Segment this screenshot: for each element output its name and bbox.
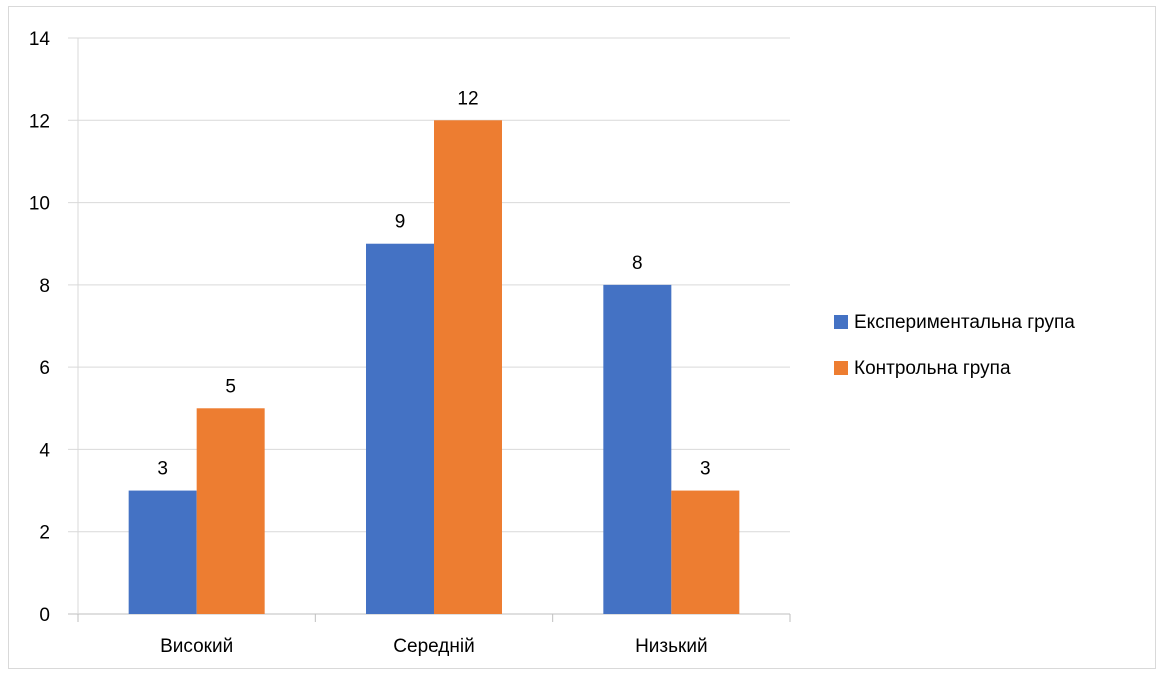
bar: [128, 490, 197, 614]
data-labels: 3 5 9 12 8 3: [157, 88, 710, 479]
y-tick-label: 8: [39, 276, 50, 297]
legend-label: Контрольна група: [854, 358, 1011, 379]
bar: [366, 243, 434, 614]
data-label: 5: [225, 376, 236, 397]
bar: [196, 408, 265, 614]
y-tick-label: 4: [39, 440, 50, 461]
legend: Експериментальна група Контрольна група: [834, 312, 1075, 379]
legend-swatch: [834, 361, 848, 375]
data-label: 3: [700, 459, 711, 480]
y-tick-label: 0: [39, 605, 50, 626]
y-axis-ticks: 0 2 4 6 8 10 12 14: [29, 29, 51, 626]
data-label: 9: [395, 212, 406, 233]
bar: [434, 120, 502, 615]
legend-label: Експериментальна група: [854, 312, 1075, 333]
x-tick-label: Низький: [635, 636, 707, 657]
y-tick-label: 14: [29, 29, 51, 50]
bar: [603, 284, 672, 614]
data-label: 12: [457, 88, 478, 109]
x-tick-label: Середній: [393, 636, 474, 657]
x-tick-label: Високий: [160, 636, 233, 657]
y-tick-label: 12: [29, 111, 50, 132]
legend-swatch: [834, 315, 848, 329]
y-tick-label: 6: [39, 358, 50, 379]
bar: [671, 490, 740, 614]
data-label: 3: [157, 459, 168, 480]
y-tick-label: 10: [29, 194, 50, 215]
y-tick-label: 2: [39, 523, 50, 544]
data-label: 8: [632, 253, 643, 274]
bars: [128, 120, 740, 615]
x-axis: Високий Середній Низький: [77, 614, 791, 657]
